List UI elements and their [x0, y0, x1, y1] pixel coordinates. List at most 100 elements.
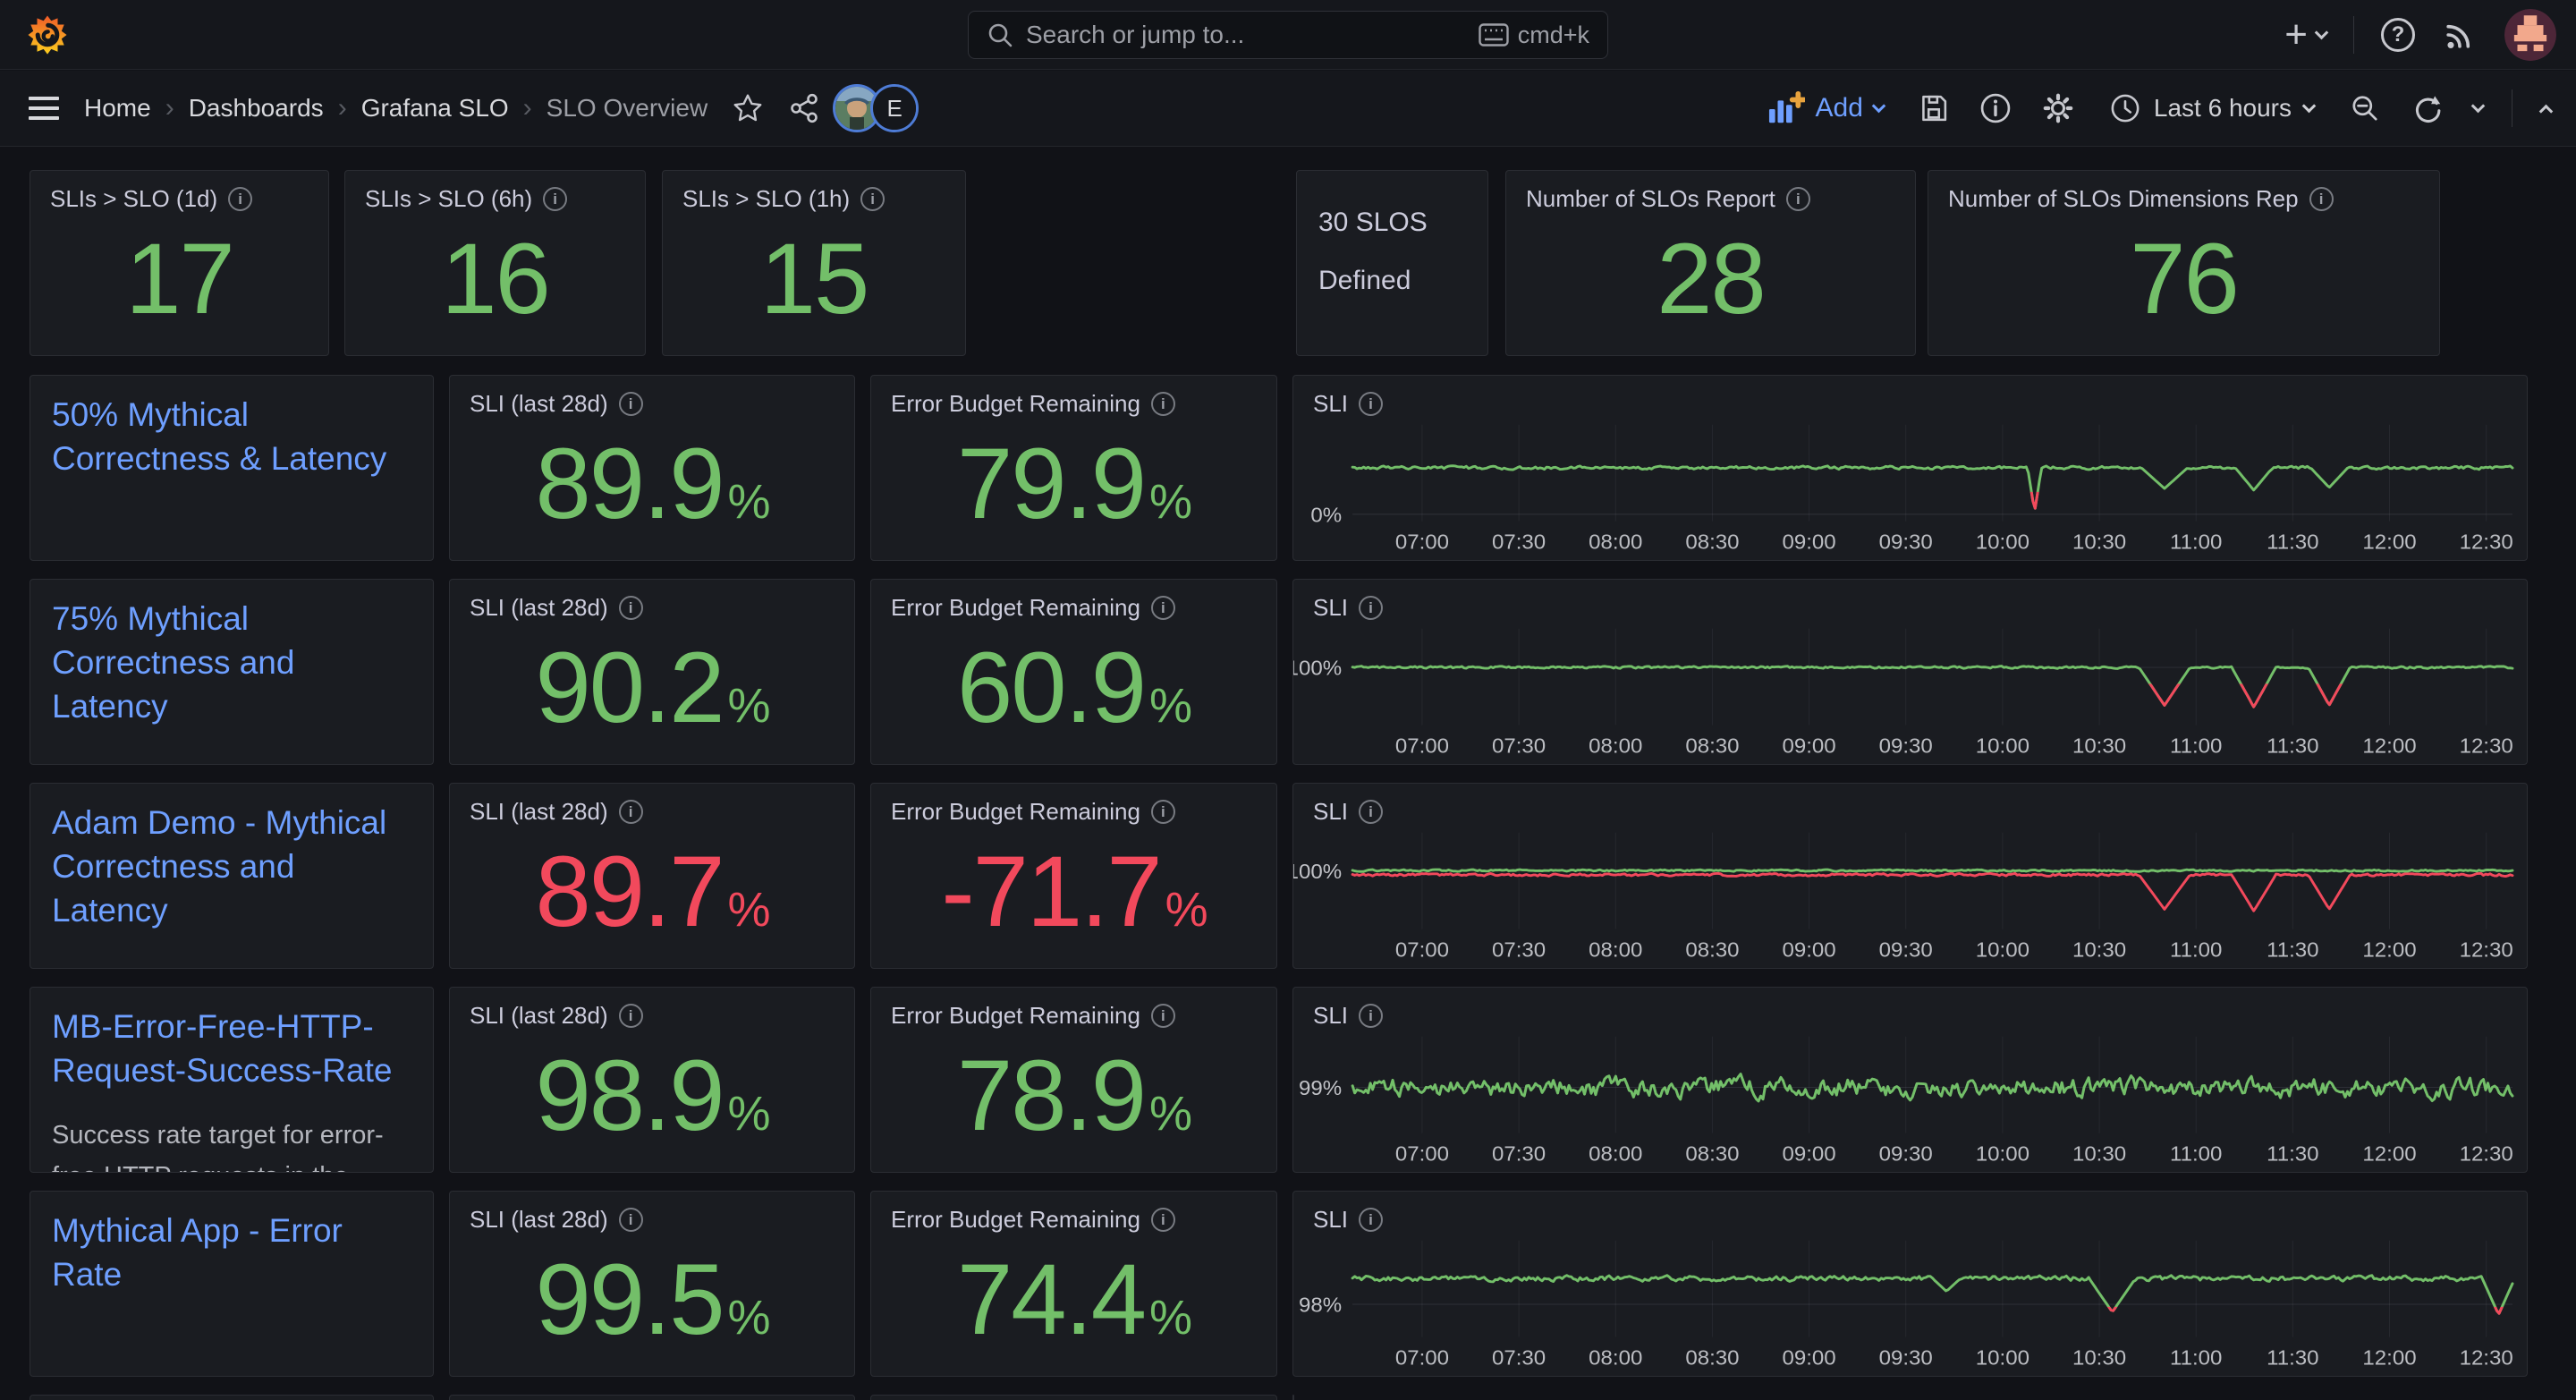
add-panel-button[interactable]: Add: [1762, 89, 1889, 127]
info-icon[interactable]: [2309, 187, 2334, 211]
panel-title: SLI (last 28d): [470, 1002, 608, 1029]
sli-timeseries-chart[interactable]: 07:00 07:30 08:00 08:30 09:00 09:30 10:00 10:30…: [1293, 826, 2527, 967]
svg-text:07:30: 07:30: [1492, 530, 1546, 553]
svg-text:09:30: 09:30: [1879, 734, 1933, 757]
slo-link[interactable]: Mythical App - Error Rate: [52, 1212, 343, 1293]
menu-toggle-button[interactable]: [29, 97, 59, 120]
help-button[interactable]: [2381, 18, 2415, 52]
breadcrumb-home[interactable]: Home: [84, 94, 151, 122]
viewer-avatar-photo[interactable]: [833, 84, 882, 132]
svg-text:07:30: 07:30: [1492, 1346, 1546, 1369]
stat-value: 16: [441, 222, 551, 335]
sli-chart-panel: [1292, 1395, 1294, 1400]
info-icon[interactable]: [1150, 1004, 1175, 1028]
info-icon[interactable]: [1150, 1208, 1175, 1232]
viewer-avatar-letter[interactable]: E: [870, 84, 919, 132]
news-button[interactable]: [2442, 17, 2478, 53]
stat-panel-slis-slo-6h: SLIs > SLO (6h) 16: [344, 170, 646, 356]
info-icon[interactable]: [618, 800, 643, 824]
sli-value: 99.5: [535, 1243, 725, 1355]
svg-text:08:30: 08:30: [1685, 938, 1739, 961]
profile-button[interactable]: [2504, 9, 2556, 61]
info-icon[interactable]: [618, 392, 643, 416]
error-budget-panel: Error Budget Remaining 78.9%: [870, 987, 1277, 1173]
info-icon[interactable]: [618, 1004, 643, 1028]
sli-timeseries-chart[interactable]: 07:00 07:30 08:00 08:30 09:00 09:30 10:00 10:30…: [1293, 622, 2527, 763]
slo-row: MB-Error-Free-HTTP-Request-Success-Rate …: [30, 987, 2528, 1173]
time-range-label: Last 6 hours: [2153, 94, 2292, 122]
panel-title: SLI: [1313, 798, 1349, 825]
panel-title: Error Budget Remaining: [891, 798, 1140, 825]
panel-title: SLIs > SLO (1h): [682, 185, 851, 212]
new-button[interactable]: +: [2284, 15, 2329, 55]
sli-timeseries-chart[interactable]: 07:00 07:30 08:00 08:30 09:00 09:30 10:00 10:30…: [1293, 1234, 2527, 1375]
info-icon[interactable]: [1359, 392, 1384, 416]
zoom-out-button[interactable]: [2348, 91, 2382, 125]
stat-panel-slis-slo-1d: SLIs > SLO (1d) 17: [30, 170, 329, 356]
breadcrumb-folder[interactable]: Grafana SLO: [360, 94, 509, 122]
search-shortcut: cmd+k: [1479, 21, 1589, 49]
svg-text:11:30: 11:30: [2267, 1142, 2318, 1165]
panel-title: Number of SLOs Report: [1526, 185, 1775, 212]
info-icon[interactable]: [1359, 1208, 1384, 1232]
save-dashboard-button[interactable]: [1918, 92, 1950, 124]
slo-title-panel: Adam Demo - Mythical Correctness and Lat…: [30, 783, 434, 969]
collapse-toolbar-button[interactable]: [2538, 101, 2554, 118]
info-icon[interactable]: [1150, 596, 1175, 620]
chevron-down-icon: [2470, 98, 2486, 113]
ebr-value: 74.4: [957, 1243, 1147, 1355]
svg-text:12:30: 12:30: [2460, 1346, 2513, 1369]
info-icon[interactable]: [1785, 187, 1810, 211]
ebr-unit: %: [1148, 1290, 1192, 1345]
panel-title: SLI (last 28d): [470, 390, 608, 417]
add-label: Add: [1815, 93, 1863, 123]
svg-text:11:30: 11:30: [2267, 938, 2318, 961]
svg-text:12:00: 12:00: [2362, 938, 2416, 961]
grafana-logo-icon[interactable]: [27, 14, 68, 55]
slo-link[interactable]: MB-Error-Free-HTTP-Request-Success-Rate: [52, 1008, 393, 1089]
info-icon[interactable]: [618, 596, 643, 620]
info-icon[interactable]: [228, 187, 253, 211]
info-icon[interactable]: [1150, 800, 1175, 824]
svg-text:07:30: 07:30: [1492, 1142, 1546, 1165]
info-icon[interactable]: [1359, 596, 1384, 620]
svg-text:10:00: 10:00: [1976, 938, 2029, 961]
info-icon[interactable]: [860, 187, 886, 211]
info-icon[interactable]: [1359, 800, 1384, 824]
refresh-interval-button[interactable]: [2470, 98, 2486, 113]
dashboard-insights-button[interactable]: [1979, 91, 2012, 125]
sli-unit: %: [727, 882, 770, 937]
breadcrumb-dashboards[interactable]: Dashboards: [188, 94, 324, 122]
error-budget-panel: Error Budget Remaining 79.9%: [870, 375, 1277, 561]
svg-text:11:00: 11:00: [2170, 530, 2222, 553]
favorite-button[interactable]: [731, 91, 765, 125]
slo-link[interactable]: 50% Mythical Correctness & Latency: [52, 396, 387, 477]
refresh-button[interactable]: [2411, 91, 2445, 125]
info-icon[interactable]: [1359, 1004, 1384, 1028]
panel-title: Error Budget Remaining: [891, 390, 1140, 417]
svg-text:10:30: 10:30: [2072, 1346, 2126, 1369]
info-icon[interactable]: [1150, 392, 1175, 416]
profile-avatar: [2504, 9, 2556, 61]
svg-text:09:00: 09:00: [1782, 734, 1835, 757]
info-circle-icon: [1980, 93, 2011, 123]
search-input[interactable]: Search or jump to... cmd+k: [968, 11, 1608, 59]
sli-value: 89.7: [535, 835, 725, 947]
dashboard-settings-button[interactable]: [2041, 91, 2075, 125]
error-budget-panel: Error Budget Remaining -71.7%: [870, 783, 1277, 969]
sli-unit: %: [727, 1290, 770, 1345]
sli-timeseries-chart[interactable]: 07:00 07:30 08:00 08:30 09:00 09:30 10:00 10:30…: [1293, 1030, 2527, 1171]
slo-link[interactable]: Adam Demo - Mythical Correctness and Lat…: [52, 804, 387, 929]
share-button[interactable]: [788, 92, 820, 124]
svg-text:09:30: 09:30: [1879, 1142, 1933, 1165]
info-icon[interactable]: [618, 1208, 643, 1232]
svg-text:08:00: 08:00: [1589, 734, 1642, 757]
svg-text:09:00: 09:00: [1782, 530, 1835, 553]
chevron-down-icon: [2301, 98, 2317, 113]
info-icon[interactable]: [543, 187, 568, 211]
ebr-value: 78.9: [957, 1039, 1147, 1151]
slo-link[interactable]: 75% Mythical Correctness and Latency: [52, 600, 295, 725]
svg-text:08:30: 08:30: [1685, 1142, 1739, 1165]
time-range-picker[interactable]: Last 6 hours: [2104, 91, 2319, 125]
sli-timeseries-chart[interactable]: 07:00 07:30 08:00 08:30 09:00 09:30 10:00 10:30…: [1293, 418, 2527, 559]
